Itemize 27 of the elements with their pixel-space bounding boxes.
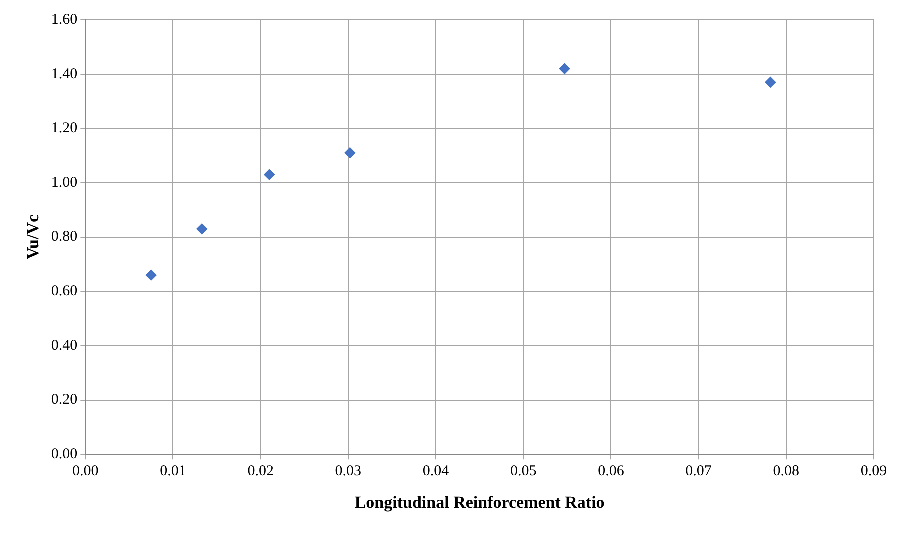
y-tick-label: 1.40 <box>51 66 78 82</box>
y-tick-label: 1.20 <box>51 120 78 137</box>
point <box>765 76 776 88</box>
point <box>559 63 570 74</box>
x-tick-label: 0.00 <box>72 464 99 480</box>
y-tick-label: 0.80 <box>51 229 78 246</box>
x-tick-label: 0.02 <box>248 464 274 480</box>
y-tick-label: 1.60 <box>51 12 78 28</box>
point <box>344 148 356 159</box>
point <box>264 169 276 180</box>
y-tick-label: 0.60 <box>51 284 78 300</box>
point <box>146 270 157 281</box>
x-tick-label: 0.01 <box>160 464 186 480</box>
x-tick-label: 0.07 <box>686 464 712 480</box>
x-axis-title: Longitudinal Reinforcement Ratio <box>354 493 605 512</box>
y-tick-label: 1.00 <box>51 174 78 191</box>
y-tick-label: 0.20 <box>51 392 78 408</box>
y-tick-label: 0.00 <box>51 446 78 463</box>
x-tick-label: 0.06 <box>598 464 625 480</box>
x-tick-label: 0.03 <box>335 464 362 480</box>
point <box>196 224 208 235</box>
y-axis-title: Vu/Vc <box>24 214 43 260</box>
x-tick-label: 0.05 <box>510 464 537 480</box>
y-tick-label: 0.40 <box>51 338 78 354</box>
x-tick-label: 0.04 <box>422 464 450 480</box>
x-tick-label: 0.08 <box>773 464 800 480</box>
x-tick-label: 0.09 <box>860 464 888 480</box>
